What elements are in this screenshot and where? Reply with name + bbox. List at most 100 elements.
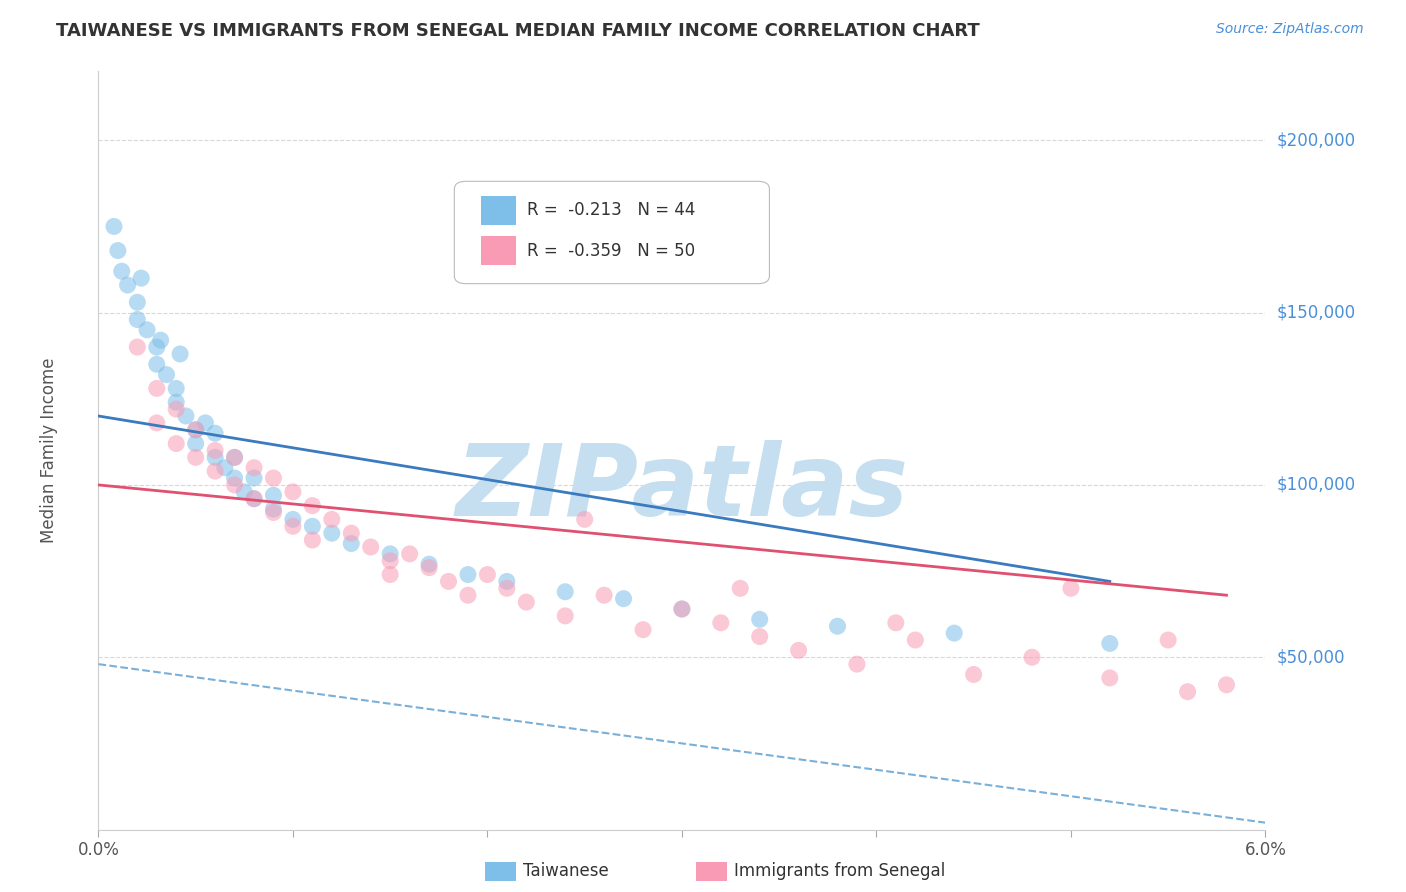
Point [631, 623, 654, 637]
Point [184, 436, 207, 450]
Point [281, 484, 304, 499]
Point [127, 340, 149, 354]
Text: $50,000: $50,000 [1277, 648, 1346, 666]
Point [671, 602, 693, 616]
Point [943, 626, 966, 640]
Point [127, 312, 149, 326]
Point [398, 547, 420, 561]
Point [243, 491, 266, 506]
Point [418, 557, 440, 572]
Text: Immigrants from Senegal: Immigrants from Senegal [734, 863, 945, 880]
Point [321, 526, 343, 541]
Text: Taiwanese: Taiwanese [523, 863, 609, 880]
Point [214, 460, 236, 475]
Point [418, 560, 440, 574]
Point [117, 278, 139, 293]
Point [787, 643, 810, 657]
Point [1157, 633, 1180, 648]
Point [169, 347, 191, 361]
Point [262, 506, 284, 520]
Point [146, 340, 169, 354]
Point [146, 381, 169, 395]
Point [515, 595, 537, 609]
Point [204, 443, 226, 458]
Point [233, 484, 256, 499]
Point [574, 512, 596, 526]
FancyBboxPatch shape [454, 181, 769, 284]
Point [146, 357, 169, 371]
Point [165, 436, 187, 450]
Bar [481, 235, 516, 265]
Point [748, 612, 770, 626]
Point [380, 567, 402, 582]
Point [111, 264, 134, 278]
Point [380, 554, 402, 568]
Text: $150,000: $150,000 [1277, 303, 1355, 322]
Point [496, 582, 519, 596]
Point [730, 582, 752, 596]
Bar [481, 196, 516, 226]
Point [194, 416, 217, 430]
Point [593, 588, 616, 602]
Point [262, 488, 284, 502]
Point [321, 512, 343, 526]
Point [477, 567, 499, 582]
Point [1098, 671, 1121, 685]
Point [846, 657, 869, 672]
Point [554, 584, 576, 599]
Point [224, 450, 246, 465]
Text: $100,000: $100,000 [1277, 476, 1355, 494]
Point [281, 519, 304, 533]
Point [1060, 582, 1083, 596]
Point [204, 426, 226, 441]
Point [224, 471, 246, 485]
Point [340, 526, 363, 541]
Point [224, 450, 246, 465]
Point [1021, 650, 1043, 665]
Point [884, 615, 907, 630]
Point [380, 547, 402, 561]
Point [165, 381, 187, 395]
Point [129, 271, 152, 285]
Point [243, 460, 266, 475]
Point [710, 615, 733, 630]
Point [243, 471, 266, 485]
Point [1098, 636, 1121, 650]
Point [165, 402, 187, 417]
Point [1215, 678, 1237, 692]
Point [107, 244, 129, 258]
Point [340, 536, 363, 550]
Point [301, 533, 323, 547]
Point [103, 219, 125, 234]
Point [127, 295, 149, 310]
Point [962, 667, 984, 681]
Point [204, 464, 226, 478]
Point [613, 591, 636, 606]
Point [748, 630, 770, 644]
Point [184, 423, 207, 437]
Text: ZIPatlas: ZIPatlas [456, 440, 908, 537]
Point [165, 395, 187, 409]
Text: R =  -0.213   N = 44: R = -0.213 N = 44 [527, 201, 695, 219]
Point [204, 450, 226, 465]
Text: Source: ZipAtlas.com: Source: ZipAtlas.com [1216, 22, 1364, 37]
Point [496, 574, 519, 589]
Point [301, 519, 323, 533]
Point [155, 368, 177, 382]
Point [554, 608, 576, 623]
Point [671, 602, 693, 616]
Point [136, 323, 159, 337]
Text: Median Family Income: Median Family Income [41, 358, 59, 543]
Point [281, 512, 304, 526]
Point [457, 588, 479, 602]
Point [184, 450, 207, 465]
Point [243, 491, 266, 506]
Point [184, 423, 207, 437]
Point [437, 574, 460, 589]
Point [149, 333, 172, 347]
Point [174, 409, 197, 423]
Text: TAIWANESE VS IMMIGRANTS FROM SENEGAL MEDIAN FAMILY INCOME CORRELATION CHART: TAIWANESE VS IMMIGRANTS FROM SENEGAL MED… [56, 22, 980, 40]
Text: $200,000: $200,000 [1277, 131, 1355, 149]
Point [360, 540, 382, 554]
Point [904, 633, 927, 648]
